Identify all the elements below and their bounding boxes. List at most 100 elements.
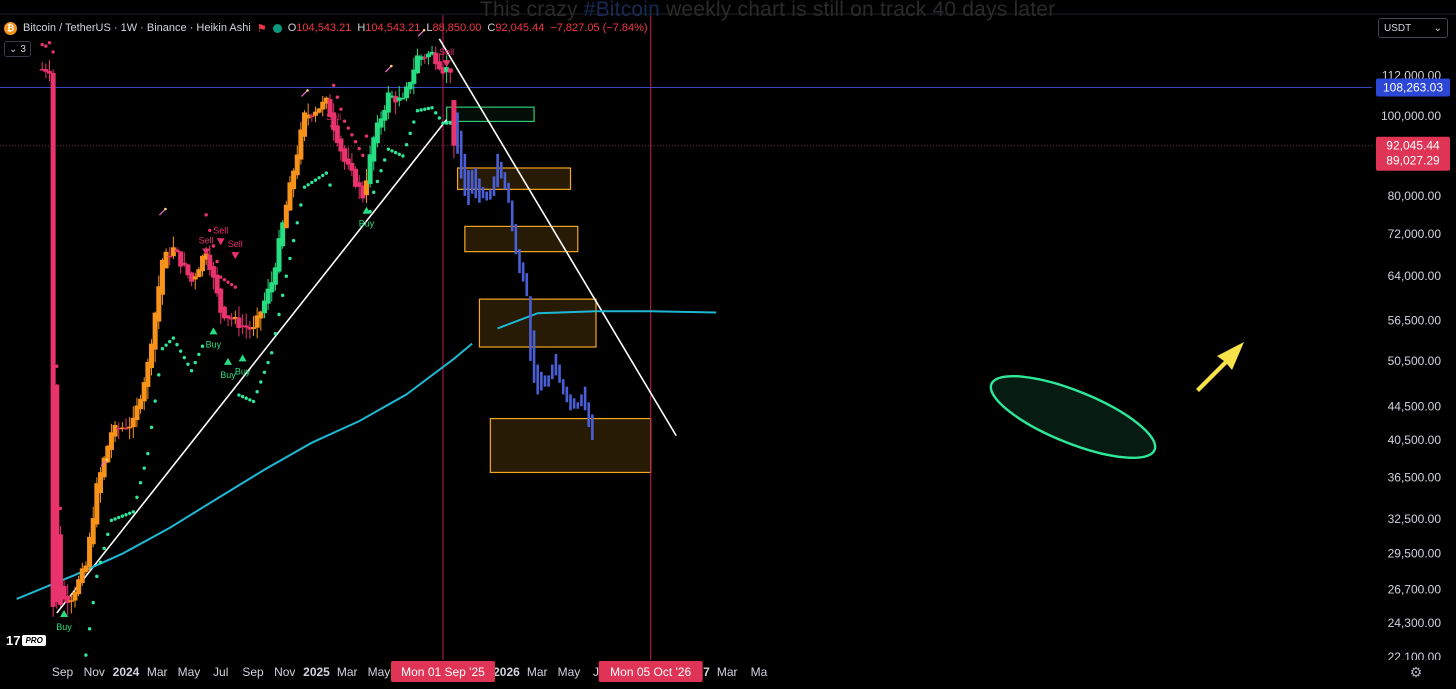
candle[interactable] — [447, 68, 453, 84]
candle[interactable] — [152, 311, 158, 363]
candle[interactable] — [127, 417, 133, 440]
candle[interactable] — [112, 420, 118, 443]
candle[interactable] — [159, 258, 165, 305]
trendline[interactable] — [56, 119, 448, 614]
candle[interactable] — [353, 166, 359, 189]
candle[interactable] — [298, 122, 304, 165]
price-zone[interactable] — [464, 225, 579, 253]
candle[interactable] — [229, 312, 235, 327]
candle[interactable] — [247, 320, 253, 339]
candle[interactable] — [116, 422, 122, 440]
candle[interactable] — [39, 62, 45, 71]
candle[interactable] — [236, 306, 242, 337]
candle[interactable] — [363, 169, 369, 204]
candle[interactable] — [68, 594, 74, 614]
candle[interactable] — [342, 145, 348, 170]
candle[interactable] — [367, 145, 373, 188]
candle[interactable] — [429, 45, 435, 56]
candle[interactable] — [280, 220, 286, 249]
highlight-ellipse[interactable] — [982, 360, 1165, 474]
candle[interactable] — [291, 168, 297, 198]
candle[interactable] — [378, 111, 384, 135]
candle[interactable] — [251, 315, 257, 336]
candle[interactable] — [119, 422, 125, 432]
candle[interactable] — [400, 92, 406, 100]
candle[interactable] — [97, 467, 103, 503]
candle[interactable] — [349, 153, 355, 176]
candle[interactable] — [305, 103, 311, 126]
candle[interactable] — [360, 181, 366, 203]
candle[interactable] — [393, 91, 399, 115]
candle[interactable] — [94, 477, 100, 528]
candle[interactable] — [382, 105, 388, 132]
candle[interactable] — [331, 103, 337, 141]
candle[interactable] — [141, 377, 147, 411]
candle[interactable] — [192, 272, 198, 290]
tradingview-logo[interactable]: 17 PRO — [6, 633, 46, 648]
candle[interactable] — [287, 175, 293, 211]
candle[interactable] — [90, 506, 96, 548]
flag-icon[interactable]: ⚑ — [256, 22, 267, 35]
candle[interactable] — [218, 287, 224, 325]
candle[interactable] — [61, 579, 67, 602]
candle[interactable] — [178, 251, 184, 274]
candle[interactable] — [320, 96, 326, 117]
candle[interactable] — [309, 113, 315, 122]
candle[interactable] — [130, 406, 136, 439]
candle[interactable] — [312, 106, 318, 123]
candle[interactable] — [371, 135, 377, 171]
candle[interactable] — [185, 263, 191, 279]
candle[interactable] — [436, 53, 442, 71]
candle[interactable] — [433, 46, 439, 70]
indicator-toggle[interactable]: ⌄ 3 — [4, 41, 31, 57]
candle[interactable] — [207, 245, 213, 276]
candle[interactable] — [444, 55, 450, 84]
candle[interactable] — [79, 562, 85, 586]
candle[interactable] — [258, 310, 264, 331]
candle[interactable] — [101, 455, 107, 481]
candle[interactable] — [396, 86, 402, 107]
candle[interactable] — [261, 292, 267, 319]
candle[interactable] — [294, 145, 300, 180]
candle[interactable] — [196, 267, 202, 278]
gear-icon[interactable]: ⚙ — [1409, 664, 1423, 680]
candle[interactable] — [327, 94, 333, 118]
candle[interactable] — [414, 48, 420, 74]
candle[interactable] — [170, 236, 176, 260]
candle[interactable] — [200, 254, 206, 277]
candle[interactable] — [214, 266, 220, 297]
candle[interactable] — [57, 525, 63, 607]
candle[interactable] — [272, 262, 278, 291]
candle[interactable] — [404, 82, 410, 102]
symbol-title[interactable]: Bitcoin / TetherUS · 1W · Binance · Heik… — [23, 22, 251, 34]
price-zone[interactable] — [456, 167, 572, 190]
candle[interactable] — [374, 114, 380, 148]
candle[interactable] — [451, 100, 457, 159]
candle[interactable] — [276, 229, 282, 274]
candle[interactable] — [302, 110, 308, 142]
candle[interactable] — [181, 252, 187, 267]
arrow-icon[interactable] — [1196, 342, 1244, 392]
price-zone[interactable] — [489, 417, 652, 474]
candle[interactable] — [225, 314, 231, 327]
candle[interactable] — [356, 174, 362, 200]
candle[interactable] — [254, 307, 260, 339]
currency-selector[interactable]: USDT ⌄ — [1378, 18, 1448, 38]
candle[interactable] — [389, 90, 395, 99]
candle[interactable] — [316, 108, 322, 114]
candle[interactable] — [43, 63, 49, 79]
candle[interactable] — [134, 397, 140, 428]
candle[interactable] — [210, 261, 216, 290]
candle[interactable] — [425, 50, 431, 65]
candle[interactable] — [156, 275, 162, 329]
trendline[interactable] — [438, 38, 677, 437]
candle[interactable] — [232, 310, 238, 325]
candle[interactable] — [411, 57, 417, 95]
candle[interactable] — [323, 96, 329, 109]
candle[interactable] — [240, 314, 246, 335]
candle[interactable] — [46, 60, 52, 82]
candle[interactable] — [138, 394, 144, 414]
moving-average-projection[interactable] — [497, 310, 717, 330]
candle[interactable] — [345, 146, 351, 170]
